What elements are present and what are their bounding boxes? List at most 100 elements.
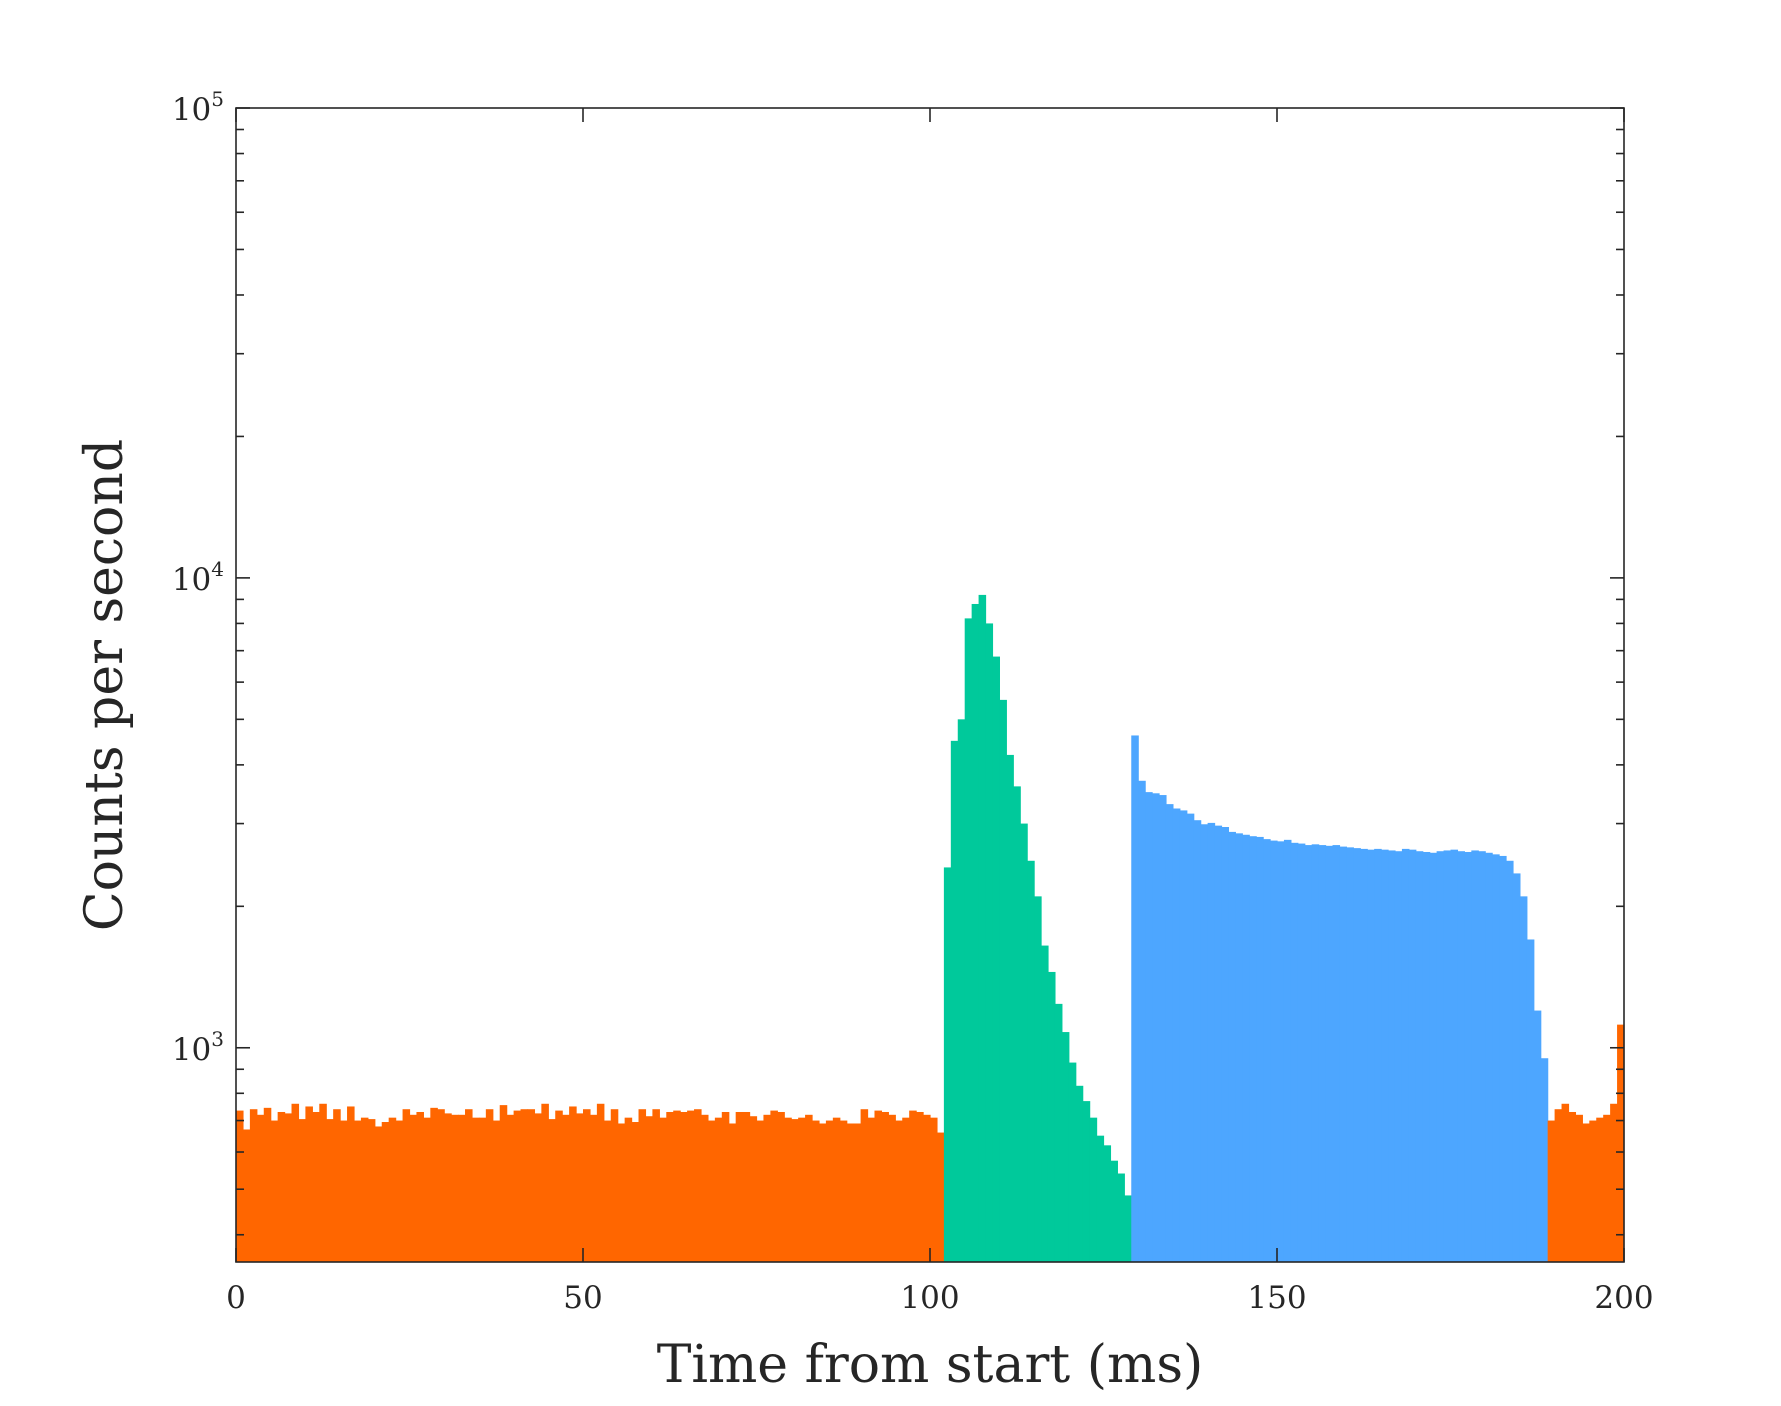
bar-background-81	[798, 1117, 806, 1262]
x-tick-label-150: 150	[1247, 1280, 1306, 1316]
bar-burst-115	[1034, 896, 1042, 1262]
bar-background-75	[756, 1120, 765, 1262]
bar-background-101	[936, 1132, 945, 1262]
bar-background-69	[714, 1117, 723, 1262]
bar-afterglow-181	[1492, 854, 1500, 1262]
bar-afterglow-185	[1519, 896, 1528, 1262]
bar-background-late-197	[1603, 1114, 1611, 1262]
bar-afterglow-174	[1443, 850, 1452, 1262]
bar-background-77	[770, 1110, 778, 1262]
bar-background-53	[603, 1120, 612, 1262]
bar-background-26	[416, 1111, 424, 1262]
bar-background-30	[444, 1113, 452, 1262]
bar-background-late-196	[1596, 1117, 1604, 1262]
bar-background-late-193	[1575, 1114, 1583, 1262]
bar-background-72	[735, 1111, 744, 1262]
bar-afterglow-164	[1374, 848, 1382, 1262]
bar-burst-110	[999, 699, 1007, 1262]
bar-burst-119	[1061, 1032, 1070, 1262]
bar-background-23	[395, 1120, 404, 1262]
bar-burst-127	[1117, 1173, 1125, 1262]
bar-background-89	[853, 1123, 862, 1262]
bar-afterglow-172	[1429, 852, 1438, 1262]
bar-burst-125	[1103, 1145, 1112, 1262]
bar-afterglow-148	[1263, 839, 1271, 1262]
bar-burst-120	[1068, 1062, 1077, 1262]
bar-burst-118	[1054, 1003, 1063, 1262]
bar-afterglow-130	[1138, 780, 1146, 1262]
bar-afterglow-183	[1506, 860, 1514, 1262]
bar-background-49	[576, 1113, 584, 1262]
bar-background-10	[305, 1106, 313, 1262]
bar-afterglow-131	[1145, 792, 1153, 1262]
bar-background-late-198	[1610, 1103, 1618, 1262]
bar-background-98	[916, 1111, 924, 1262]
y-tick-label-10000: 104	[172, 557, 224, 598]
bar-background-96	[902, 1117, 910, 1262]
bar-afterglow-188	[1540, 1058, 1549, 1262]
x-tick-label-0: 0	[226, 1280, 246, 1316]
bar-afterglow-134	[1165, 804, 1174, 1262]
bar-burst-114	[1027, 860, 1035, 1262]
bar-burst-116	[1041, 945, 1049, 1262]
bar-afterglow-160	[1346, 847, 1354, 1262]
bar-background-0	[236, 1110, 244, 1262]
bar-background-9	[298, 1119, 306, 1262]
bar-afterglow-159	[1339, 846, 1347, 1262]
bar-background-79	[784, 1117, 792, 1262]
bar-background-60	[652, 1109, 660, 1262]
bar-background-20	[374, 1126, 383, 1262]
bar-background-6	[277, 1111, 286, 1262]
bar-background-24	[402, 1109, 411, 1262]
bar-burst-121	[1075, 1085, 1084, 1262]
bar-afterglow-133	[1159, 795, 1167, 1262]
bar-afterglow-154	[1304, 845, 1313, 1262]
bar-background-41	[520, 1109, 529, 1262]
bar-burst-107	[978, 594, 987, 1262]
bar-background-32	[458, 1114, 466, 1262]
bar-background-31	[451, 1114, 459, 1262]
bar-afterglow-140	[1207, 822, 1216, 1262]
bar-background-93	[881, 1111, 889, 1262]
bar-background-58	[638, 1109, 647, 1262]
bar-afterglow-184	[1512, 873, 1521, 1262]
bar-afterglow-129	[1131, 735, 1139, 1262]
bar-afterglow-187	[1533, 1010, 1542, 1262]
bar-afterglow-135	[1172, 808, 1181, 1262]
bar-afterglow-143	[1228, 831, 1236, 1262]
bar-afterglow-132	[1152, 793, 1160, 1262]
bar-background-74	[749, 1116, 758, 1262]
bar-background-54	[610, 1109, 619, 1262]
y-tick-labels: 103 104 105	[172, 87, 224, 1068]
bar-burst-108	[985, 623, 994, 1262]
bar-background-25	[409, 1114, 418, 1262]
bar-background-44	[541, 1103, 549, 1262]
bar-background-92	[874, 1110, 883, 1262]
bar-background-67	[700, 1114, 709, 1262]
bar-background-45	[548, 1119, 556, 1262]
bar-background-14	[333, 1109, 341, 1262]
bar-background-33	[465, 1109, 473, 1262]
bar-burst-126	[1110, 1160, 1118, 1262]
bar-background-97	[909, 1110, 917, 1262]
bar-background-13	[326, 1119, 334, 1262]
bar-background-2	[249, 1109, 258, 1262]
bar-background-85	[825, 1120, 834, 1262]
bar-background-65	[687, 1110, 695, 1262]
bar-afterglow-162	[1360, 848, 1368, 1262]
bar-background-87	[839, 1120, 848, 1262]
bar-afterglow-145	[1242, 834, 1250, 1262]
bar-afterglow-177	[1464, 851, 1472, 1262]
bar-background-100	[930, 1117, 938, 1262]
bar-background-88	[846, 1123, 855, 1262]
bar-background-38	[499, 1105, 508, 1262]
x-axis-title: Time from start (ms)	[657, 1335, 1204, 1395]
bar-afterglow-141	[1214, 825, 1223, 1262]
bar-background-3	[256, 1114, 265, 1262]
bar-afterglow-165	[1381, 849, 1389, 1262]
bar-background-late-194	[1582, 1123, 1590, 1262]
bar-background-late-189	[1547, 1120, 1556, 1262]
y-tick-label-100000: 105	[172, 87, 224, 128]
bar-afterglow-175	[1450, 849, 1459, 1262]
bar-burst-123	[1089, 1117, 1098, 1262]
